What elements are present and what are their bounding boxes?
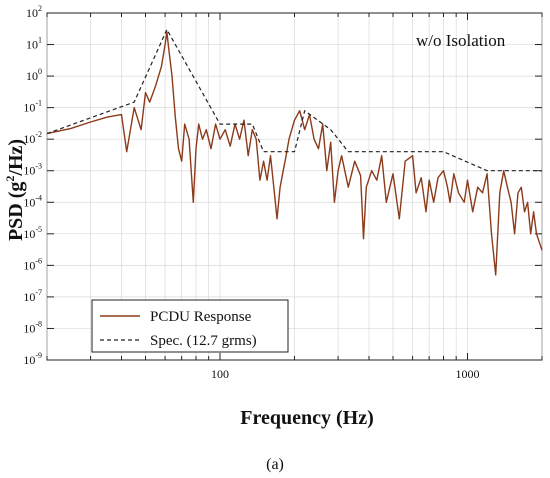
x-tick-label: 1000 (455, 367, 479, 381)
legend-label-pcdu: PCDU Response (150, 309, 252, 325)
legend-label-spec: Spec. (12.7 grms) (150, 333, 257, 349)
y-tick-label: 10-6 (23, 256, 42, 272)
y-tick-label: 10-7 (23, 288, 42, 304)
x-axis-label: Frequency (Hz) (240, 407, 374, 429)
y-tick-label: 102 (26, 4, 42, 20)
y-tick-label: 10-1 (23, 99, 42, 115)
y-tick-label: 100 (26, 67, 42, 83)
figure-caption: (a) (266, 456, 284, 473)
y-tick-label: 10-5 (23, 225, 42, 241)
legend: PCDU Response Spec. (12.7 grms) (91, 299, 289, 353)
series-line-0 (46, 31, 543, 276)
y-tick-label: 10-8 (23, 319, 42, 335)
x-tick-label: 100 (211, 367, 229, 381)
y-axis-label-sup: 2 (3, 176, 17, 182)
legend-box (91, 299, 289, 353)
y-tick-label: 10-9 (23, 351, 42, 367)
series-line-1 (46, 28, 542, 172)
y-tick-label: 10-4 (23, 193, 42, 209)
y-tick-label: 10-3 (23, 162, 42, 178)
y-axis-label-prefix: PSD (g (5, 182, 27, 241)
y-axis-label-suffix: /Hz) (5, 139, 27, 177)
y-axis-label: PSD (g2/Hz) (3, 139, 27, 241)
y-tick-label: 10-2 (23, 130, 42, 146)
series-layer (46, 28, 543, 276)
y-tick-label: 101 (26, 36, 42, 52)
isolation-annotation: w/o Isolation (416, 31, 506, 50)
axis-ticks: 10-9 10-8 10-7 10-6 10-5 10-4 10-3 10-2 10-1 100 1… (23, 4, 543, 381)
